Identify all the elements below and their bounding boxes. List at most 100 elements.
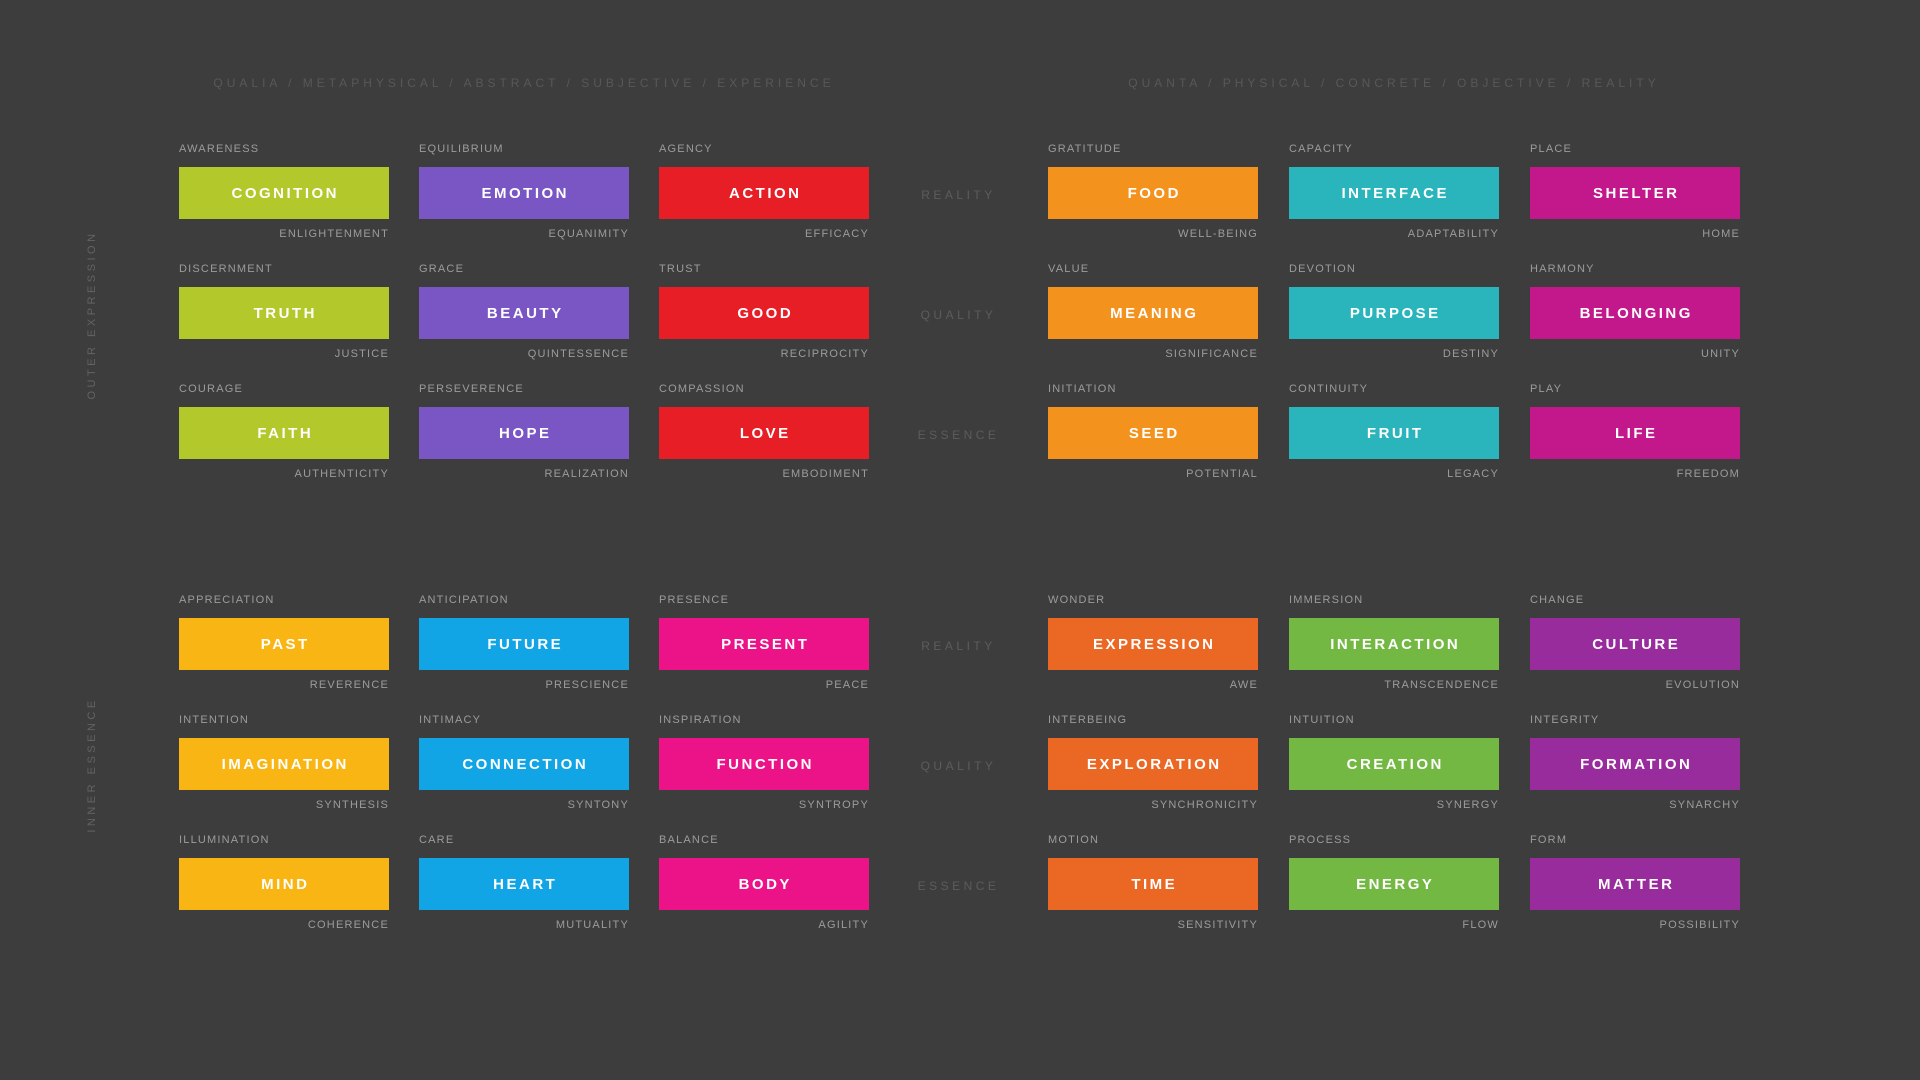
matrix-cell: GRATITUDE FOOD WELL-BEING	[1048, 143, 1258, 241]
section-inner-essence: APPRECIATION PAST REVERENCE ANTICIPATION FUT…	[179, 594, 1740, 954]
cell-top-label: PLAY	[1530, 383, 1563, 395]
cell-top-label: PLACE	[1530, 143, 1573, 155]
cell-top-label: COURAGE	[179, 383, 244, 395]
matrix-cell: EQUILIBRIUM EMOTION EQUANIMITY	[419, 143, 629, 241]
cell-group-left: COURAGE FAITH AUTHENTICITY PERSEVERENCE HOPE…	[179, 383, 869, 481]
cell-block: HEART	[419, 858, 629, 910]
cell-bottom-label: HOME	[1702, 228, 1740, 240]
cell-bottom-label: LEGACY	[1447, 468, 1499, 480]
cell-top-label: FORM	[1530, 834, 1568, 846]
cell-bottom-label: FREEDOM	[1676, 468, 1740, 480]
cell-top-label: WONDER	[1048, 594, 1106, 606]
cell-top-label: CARE	[419, 834, 455, 846]
matrix-cell: ILLUMINATION MIND COHERENCE	[179, 834, 389, 932]
matrix-cell: TRUST GOOD RECIPROCITY	[659, 263, 869, 361]
matrix-row: APPRECIATION PAST REVERENCE ANTICIPATION FUT…	[179, 594, 1740, 692]
header-quanta: QUANTA / PHYSICAL / CONCRETE / OBJECTIVE…	[1128, 76, 1660, 90]
cell-top-label: GRATITUDE	[1048, 143, 1122, 155]
matrix-cell: HARMONY BELONGING UNITY	[1530, 263, 1740, 361]
cell-bottom-label: POSSIBILITY	[1659, 919, 1740, 931]
cell-bottom-label: REALIZATION	[544, 468, 629, 480]
cell-top-label: MOTION	[1048, 834, 1100, 846]
cell-top-label: CHANGE	[1530, 594, 1585, 606]
matrix-cell: PLAY LIFE FREEDOM	[1530, 383, 1740, 481]
cell-block: FOOD	[1048, 167, 1258, 219]
matrix-cell: COMPASSION LOVE EMBODIMENT	[659, 383, 869, 481]
cell-block: FUTURE	[419, 618, 629, 670]
matrix-cell: CONTINUITY FRUIT LEGACY	[1289, 383, 1499, 481]
cell-block: GOOD	[659, 287, 869, 339]
matrix-row: DISCERNMENT TRUTH JUSTICE GRACE BEAUTY QUINTE…	[179, 263, 1740, 361]
cell-top-label: INTEGRITY	[1530, 714, 1600, 726]
cell-block: HOPE	[419, 407, 629, 459]
matrix-cell: PLACE SHELTER HOME	[1530, 143, 1740, 241]
matrix-row: ILLUMINATION MIND COHERENCE CARE HEART MUTUAL…	[179, 834, 1740, 932]
cell-top-label: EQUILIBRIUM	[419, 143, 504, 155]
cell-bottom-label: REVERENCE	[309, 679, 389, 691]
cell-block: ENERGY	[1289, 858, 1499, 910]
cell-block: INTERFACE	[1289, 167, 1499, 219]
cell-bottom-label: AWE	[1229, 679, 1258, 691]
cell-bottom-label: SYNTROPY	[798, 799, 869, 811]
cell-top-label: PROCESS	[1289, 834, 1352, 846]
cell-block: BELONGING	[1530, 287, 1740, 339]
cell-bottom-label: SYNARCHY	[1669, 799, 1740, 811]
cell-group-left: APPRECIATION PAST REVERENCE ANTICIPATION FUT…	[179, 594, 869, 692]
cell-top-label: CAPACITY	[1289, 143, 1353, 155]
cell-block: TIME	[1048, 858, 1258, 910]
cell-bottom-label: PRESCIENCE	[545, 679, 629, 691]
cell-bottom-label: AGILITY	[818, 919, 869, 931]
cell-top-label: APPRECIATION	[179, 594, 275, 606]
cell-top-label: DEVOTION	[1289, 263, 1357, 275]
matrix-cell: INTEGRITY FORMATION SYNARCHY	[1530, 714, 1740, 812]
matrix-cell: APPRECIATION PAST REVERENCE	[179, 594, 389, 692]
cell-bottom-label: JUSTICE	[334, 348, 389, 360]
matrix-cell: AGENCY ACTION EFFICACY	[659, 143, 869, 241]
cell-bottom-label: TRANSCENDENCE	[1384, 679, 1499, 691]
matrix-cell: INTIMACY CONNECTION SYNTONY	[419, 714, 629, 812]
cell-bottom-label: COHERENCE	[307, 919, 389, 931]
cell-top-label: INSPIRATION	[659, 714, 742, 726]
cell-group-right: INITIATION SEED POTENTIAL CONTINUITY FRUIT LE…	[1048, 383, 1740, 481]
cell-block: FUNCTION	[659, 738, 869, 790]
matrix-cell: INSPIRATION FUNCTION SYNTROPY	[659, 714, 869, 812]
cell-bottom-label: SYNTHESIS	[315, 799, 389, 811]
cell-block: EXPRESSION	[1048, 618, 1258, 670]
cell-block: SEED	[1048, 407, 1258, 459]
cell-group-right: MOTION TIME SENSITIVITY PROCESS ENERGY FLOW FO…	[1048, 834, 1740, 932]
matrix-cell: CHANGE CULTURE EVOLUTION	[1530, 594, 1740, 692]
cell-bottom-label: FLOW	[1462, 919, 1499, 931]
matrix-cell: BALANCE BODY AGILITY	[659, 834, 869, 932]
cell-top-label: COMPASSION	[659, 383, 745, 395]
cell-block: PURPOSE	[1289, 287, 1499, 339]
cell-top-label: AWARENESS	[179, 143, 260, 155]
matrix-cell: WONDER EXPRESSION AWE	[1048, 594, 1258, 692]
cell-bottom-label: ENLIGHTENMENT	[279, 228, 389, 240]
cell-block: LIFE	[1530, 407, 1740, 459]
cell-block: EMOTION	[419, 167, 629, 219]
cell-top-label: CONTINUITY	[1289, 383, 1369, 395]
cell-top-label: PRESENCE	[659, 594, 730, 606]
cell-bottom-label: SYNCHRONICITY	[1151, 799, 1258, 811]
cell-block: BEAUTY	[419, 287, 629, 339]
axis-label: ESSENCE	[917, 879, 1000, 893]
cell-top-label: INITIATION	[1048, 383, 1117, 395]
cell-top-label: HARMONY	[1530, 263, 1595, 275]
matrix-cell: AWARENESS COGNITION ENLIGHTENMENT	[179, 143, 389, 241]
axis-label: REALITY	[921, 639, 996, 653]
cell-bottom-label: EMBODIMENT	[782, 468, 869, 480]
cell-group-left: AWARENESS COGNITION ENLIGHTENMENT EQUILIBRI…	[179, 143, 869, 241]
cell-bottom-label: SYNERGY	[1436, 799, 1499, 811]
matrix-cell: INTERBEING EXPLORATION SYNCHRONICITY	[1048, 714, 1258, 812]
matrix-cell: GRACE BEAUTY QUINTESSENCE	[419, 263, 629, 361]
cell-block: LOVE	[659, 407, 869, 459]
matrix-cell: DISCERNMENT TRUTH JUSTICE	[179, 263, 389, 361]
cell-top-label: DISCERNMENT	[179, 263, 273, 275]
cell-bottom-label: PEACE	[825, 679, 869, 691]
cell-top-label: ILLUMINATION	[179, 834, 270, 846]
cell-top-label: VALUE	[1048, 263, 1090, 275]
matrix-cell: PROCESS ENERGY FLOW	[1289, 834, 1499, 932]
cell-top-label: INTERBEING	[1048, 714, 1128, 726]
cell-block: FORMATION	[1530, 738, 1740, 790]
cell-block: PAST	[179, 618, 389, 670]
